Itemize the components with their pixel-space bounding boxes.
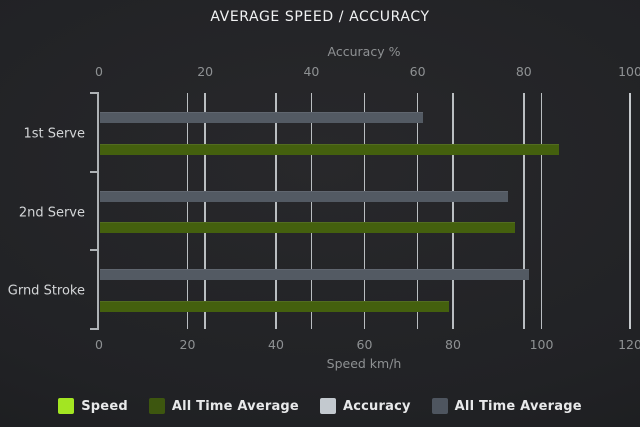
- legend-label: All Time Average: [454, 398, 582, 414]
- legend-item-speed: Speed: [58, 398, 128, 414]
- y-axis-tick: [90, 328, 99, 330]
- bar-all-time-average-top: [100, 190, 508, 202]
- accuracy-tick-label: 80: [515, 64, 532, 79]
- accuracy-tick-label: 20: [197, 64, 214, 79]
- legend-label: All Time Average: [171, 398, 299, 414]
- speed-tick-label: 100: [529, 337, 554, 352]
- bottom-axis-title: Speed km/h: [326, 356, 402, 371]
- accuracy-tick-label: 60: [409, 64, 426, 79]
- top-axis-title: Accuracy %: [327, 44, 401, 59]
- bar-all-time-average-top: [100, 112, 423, 123]
- accuracy-tick-label: 100: [618, 64, 640, 79]
- bar-all-time-average-bottom: [100, 300, 449, 312]
- gridline-accuracy-20: [204, 93, 206, 329]
- category-label: 2nd Serve: [18, 205, 85, 221]
- gridline-accuracy-60: [416, 93, 419, 329]
- legend-swatch-speed: [58, 398, 75, 414]
- gridline-speed-20: [186, 93, 189, 329]
- bar-all-time-average-bottom: [100, 143, 560, 155]
- gridline-accuracy-40: [310, 93, 313, 329]
- legend-label: Speed: [81, 398, 128, 414]
- y-axis-tick: [90, 92, 99, 94]
- accuracy-tick-label: 40: [303, 64, 320, 79]
- gridline-speed-60: [363, 93, 366, 329]
- gridline-accuracy-80: [523, 93, 525, 329]
- gridline-speed-40: [275, 93, 277, 329]
- bar-all-time-average-bottom: [100, 222, 515, 234]
- gridline-speed-100: [540, 93, 543, 329]
- category-label: 1st Serve: [23, 126, 85, 142]
- legend-swatch-all-time-average-accuracy: [431, 398, 448, 414]
- speed-tick-label: 120: [618, 337, 640, 352]
- y-axis-tick: [90, 170, 99, 173]
- legend-label: Accuracy: [342, 398, 411, 414]
- chart-title: AVERAGE SPEED / ACCURACY: [210, 9, 430, 25]
- gridline-speed-80: [452, 93, 454, 329]
- legend-item-accuracy: Accuracy: [319, 398, 411, 414]
- bar-all-time-average-top: [100, 269, 530, 281]
- legend: Speed All Time Average Accuracy All Time…: [0, 396, 640, 416]
- legend-swatch-all-time-average-speed: [148, 398, 165, 414]
- category-label: Grnd Stroke: [7, 283, 85, 299]
- accuracy-tick-label: 0: [95, 64, 103, 79]
- legend-item-all-time-average-accuracy: All Time Average: [431, 398, 582, 414]
- speed-tick-label: 0: [95, 337, 103, 352]
- speed-tick-label: 80: [445, 337, 461, 352]
- speed-tick-label: 20: [179, 337, 196, 352]
- gridline-speed-120: [629, 93, 631, 329]
- y-axis-line: [97, 93, 99, 329]
- y-axis-tick: [90, 249, 99, 252]
- legend-swatch-accuracy: [319, 398, 336, 414]
- speed-tick-label: 40: [268, 337, 284, 352]
- speed-tick-label: 60: [356, 337, 373, 352]
- legend-item-all-time-average-speed: All Time Average: [148, 398, 299, 414]
